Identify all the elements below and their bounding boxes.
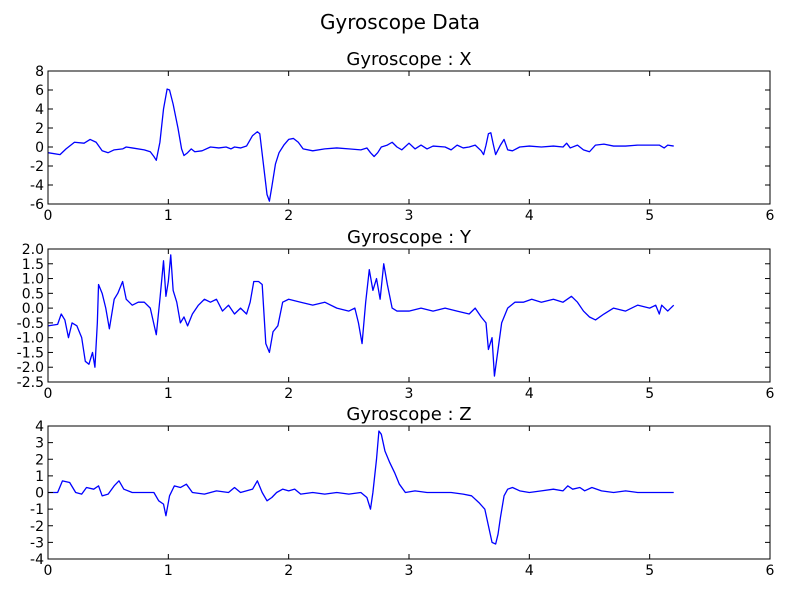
x-tick-label: 1 — [164, 386, 173, 402]
y-tick-label: 3 — [35, 436, 44, 452]
y-tick-label: -2.5 — [17, 375, 44, 391]
x-tick-label: 2 — [284, 386, 293, 402]
y-tick-label: -6 — [30, 197, 44, 213]
panel-title-y: Gyroscope : Y — [347, 227, 472, 248]
x-tick-label: 4 — [525, 208, 534, 224]
y-tick-label: 2 — [35, 452, 44, 468]
y-tick-label: -3 — [30, 535, 44, 551]
series-line-z — [48, 430, 674, 545]
y-tick-label: -4 — [30, 178, 44, 194]
axes-frame-y — [47, 248, 771, 383]
y-tick-label: 4 — [35, 102, 44, 118]
y-tick-label: -1.0 — [17, 331, 44, 347]
y-tick-label: 1 — [35, 469, 44, 485]
y-tick-label: 1.5 — [22, 257, 44, 273]
x-tick-label: 0 — [44, 386, 53, 402]
x-tick-label: 6 — [766, 208, 775, 224]
x-tick-label: 3 — [405, 563, 414, 579]
x-tick-label: 5 — [645, 386, 654, 402]
y-tick-label: -2.0 — [17, 360, 44, 376]
series-line-y — [47, 254, 675, 377]
x-tick-label: 3 — [405, 208, 414, 224]
axes-frame-x — [47, 70, 771, 205]
x-tick-label: 5 — [645, 208, 654, 224]
y-tick-label: 1.0 — [22, 272, 44, 288]
y-tick-label: 4 — [35, 419, 44, 435]
y-tick-label: -1 — [30, 502, 44, 518]
y-tick-label: -2 — [30, 159, 44, 175]
y-tick-label: -0.5 — [17, 316, 44, 332]
x-tick-label: 5 — [645, 563, 654, 579]
panel-title-x: Gyroscope : X — [346, 49, 471, 70]
x-tick-label: 4 — [525, 386, 534, 402]
x-tick-label: 1 — [164, 208, 173, 224]
y-tick-label: 8 — [35, 64, 44, 80]
y-tick-label: 2 — [35, 121, 44, 137]
x-tick-label: 6 — [766, 563, 775, 579]
chart-panel-x: Gyroscope : X 0 1 2 3 4 5 6 -6 -4 -2 0 2 4 6 8 — [30, 49, 775, 224]
x-tick-label: 2 — [284, 563, 293, 579]
x-tick-label: 6 — [766, 386, 775, 402]
x-tick-label: 3 — [405, 386, 414, 402]
y-tick-label: 0 — [35, 486, 44, 502]
x-tick-label: 0 — [44, 563, 53, 579]
y-tick-label: 2.0 — [22, 242, 44, 258]
y-tick-label: -1.5 — [17, 345, 44, 361]
x-tick-label: 2 — [284, 208, 293, 224]
x-tick-label: 1 — [164, 563, 173, 579]
figure-title: Gyroscope Data — [320, 10, 480, 34]
panel-title-z: Gyroscope : Z — [346, 404, 471, 425]
y-tick-label: 0 — [35, 140, 44, 156]
chart-panel-y: Gyroscope : Y 0 1 2 3 4 5 6 -2.5-2.0-1.5-1.0-0.5… — [17, 227, 775, 402]
y-tick-label: 0.0 — [22, 301, 44, 317]
y-tick-label: 0.5 — [22, 286, 44, 302]
y-tick-label: -4 — [30, 552, 44, 568]
y-tick-label: -2 — [30, 519, 44, 535]
y-tick-label: 6 — [35, 83, 44, 99]
x-tick-label: 4 — [525, 563, 534, 579]
series-line-x — [47, 88, 674, 202]
x-tick-label: 0 — [44, 208, 53, 224]
